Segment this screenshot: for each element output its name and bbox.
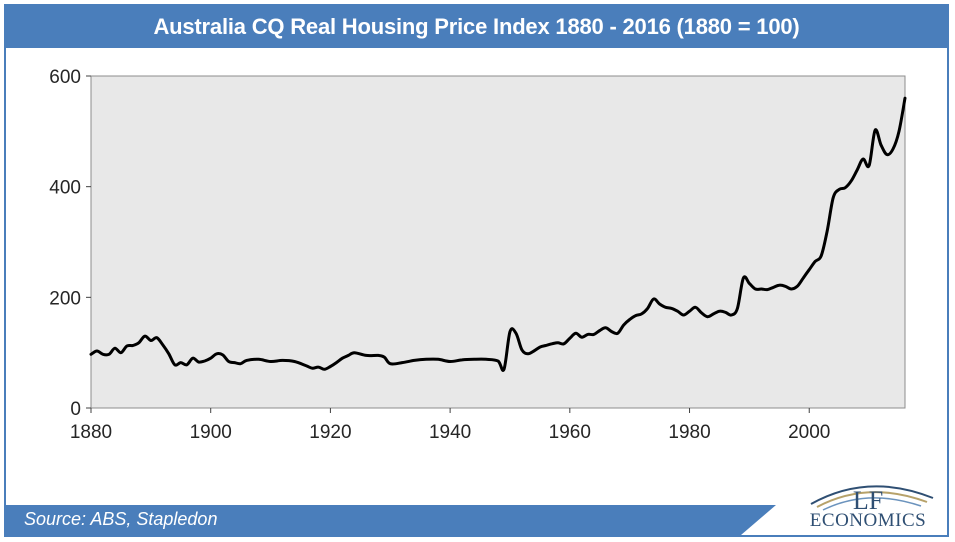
lf-economics-logo-icon: LF ECONOMICS [793,474,943,532]
line-chart: 0 200 400 600 1880 1900 1920 1940 1960 1980 2000 [49,67,907,443]
y-axis: 0 200 400 600 [49,67,91,420]
footer-bar [6,505,776,535]
y-tick-label: 0 [70,399,81,420]
x-tick-label: 1880 [70,422,112,443]
x-tick-label: 1940 [429,422,471,443]
x-axis: 1880 1900 1920 1940 1960 1980 2000 [70,408,830,443]
series-line [89,96,907,372]
y-tick-label: 600 [49,67,81,88]
x-tick-label: 1960 [549,422,591,443]
logo-text-economics: ECONOMICS [809,510,927,531]
chart-frame: Australia CQ Real Housing Price Index 18… [4,4,949,537]
y-tick-label: 400 [49,178,81,199]
x-tick-label: 2000 [788,422,830,443]
chart-title: Australia CQ Real Housing Price Index 18… [6,6,947,48]
x-tick-label: 1920 [309,422,351,443]
logo-arc-icon [810,485,934,511]
y-tick-label: 200 [49,288,81,309]
footer-corner [741,505,776,535]
logo-text-lf: LF [852,486,884,515]
source-note: Source: ABS, Stapledon [24,509,218,529]
x-tick-label: 1980 [668,422,710,443]
plot-area [90,75,906,409]
x-tick-label: 1900 [190,422,232,443]
